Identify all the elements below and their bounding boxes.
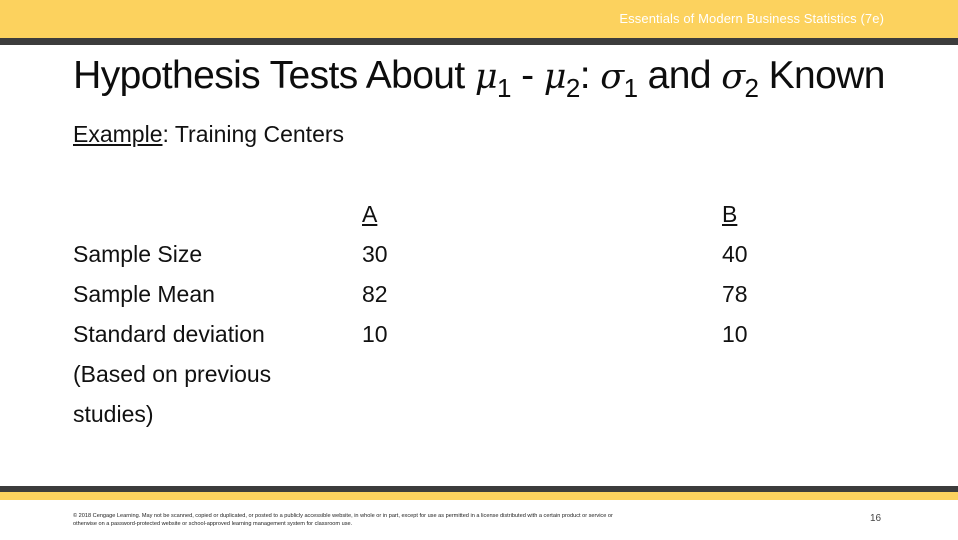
header-band: Essentials of Modern Business Statistics…: [0, 0, 958, 38]
column-header-a: A: [362, 201, 378, 227]
title-subscript-2: 2: [565, 73, 580, 103]
cell-value: 78: [722, 281, 748, 307]
column-b: B 40 78 10: [722, 194, 748, 354]
example-line: Example: Training Centers: [73, 121, 344, 148]
footer-rule: [0, 486, 958, 492]
title-subscript-3: 1: [623, 73, 638, 103]
title-known: Known: [758, 54, 886, 97]
row-labels: Sample Size Sample Mean Standard deviati…: [73, 234, 271, 434]
copyright-line: © 2018 Cengage Learning. May not be scan…: [73, 513, 613, 519]
cell-value: 10: [722, 321, 748, 347]
title-colon: :: [579, 54, 601, 97]
row-label: (Based on previous: [73, 361, 272, 387]
row-label: Standard deviation: [73, 321, 265, 347]
header-rule: [0, 38, 958, 45]
cell-value: 10: [362, 321, 388, 347]
row-label: studies): [73, 401, 154, 427]
copyright-line: otherwise on a password-protected websit…: [73, 520, 353, 527]
column-a: A 30 82 10: [362, 194, 388, 354]
cell-value: 40: [722, 241, 748, 267]
example-label: Example: [73, 121, 163, 147]
title-and: and: [637, 54, 722, 97]
title-text: Hypothesis Tests About: [73, 54, 475, 97]
title-minus: -: [510, 54, 544, 97]
page-number: 16: [870, 513, 882, 524]
row-label: Sample Mean: [73, 281, 215, 307]
example-text: Training Centers: [174, 121, 345, 147]
title-subscript-1: 1: [497, 73, 511, 103]
cell-value: 30: [362, 241, 388, 267]
sigma-symbol-2: σ: [721, 57, 745, 97]
column-header-b: B: [722, 201, 738, 227]
mu-symbol: μ: [474, 57, 498, 97]
footer-band: [0, 492, 958, 500]
row-label: Sample Size: [73, 241, 203, 267]
cell-value: 82: [362, 281, 388, 307]
title-subscript-4: 2: [744, 73, 759, 103]
mu-symbol-2: μ: [543, 57, 567, 97]
course-title: Essentials of Modern Business Statistics…: [619, 11, 884, 26]
example-colon: :: [162, 121, 175, 147]
slide-title: Hypothesis Tests About μ1 - μ2: σ1 and σ…: [0, 54, 958, 103]
sigma-symbol: σ: [600, 57, 624, 97]
copyright-notice: © 2018 Cengage Learning. May not be scan…: [73, 513, 803, 528]
